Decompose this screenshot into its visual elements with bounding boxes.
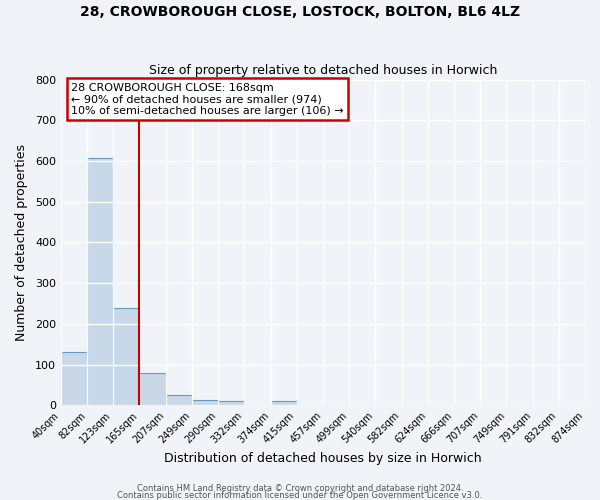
Title: Size of property relative to detached houses in Horwich: Size of property relative to detached ho… — [149, 64, 497, 77]
Bar — [113, 308, 139, 406]
Text: 28, CROWBOROUGH CLOSE, LOSTOCK, BOLTON, BL6 4LZ: 28, CROWBOROUGH CLOSE, LOSTOCK, BOLTON, … — [80, 5, 520, 19]
Bar — [88, 158, 113, 406]
X-axis label: Distribution of detached houses by size in Horwich: Distribution of detached houses by size … — [164, 452, 482, 465]
Text: Contains HM Land Registry data © Crown copyright and database right 2024.: Contains HM Land Registry data © Crown c… — [137, 484, 463, 493]
Text: 28 CROWBOROUGH CLOSE: 168sqm
← 90% of detached houses are smaller (974)
10% of s: 28 CROWBOROUGH CLOSE: 168sqm ← 90% of de… — [71, 83, 344, 116]
Text: Contains public sector information licensed under the Open Government Licence v3: Contains public sector information licen… — [118, 490, 482, 500]
Bar — [218, 401, 244, 406]
Bar — [192, 400, 218, 406]
Bar — [271, 401, 296, 406]
Y-axis label: Number of detached properties: Number of detached properties — [15, 144, 28, 341]
Bar — [139, 372, 166, 406]
Bar — [166, 395, 192, 406]
Bar — [61, 352, 88, 406]
